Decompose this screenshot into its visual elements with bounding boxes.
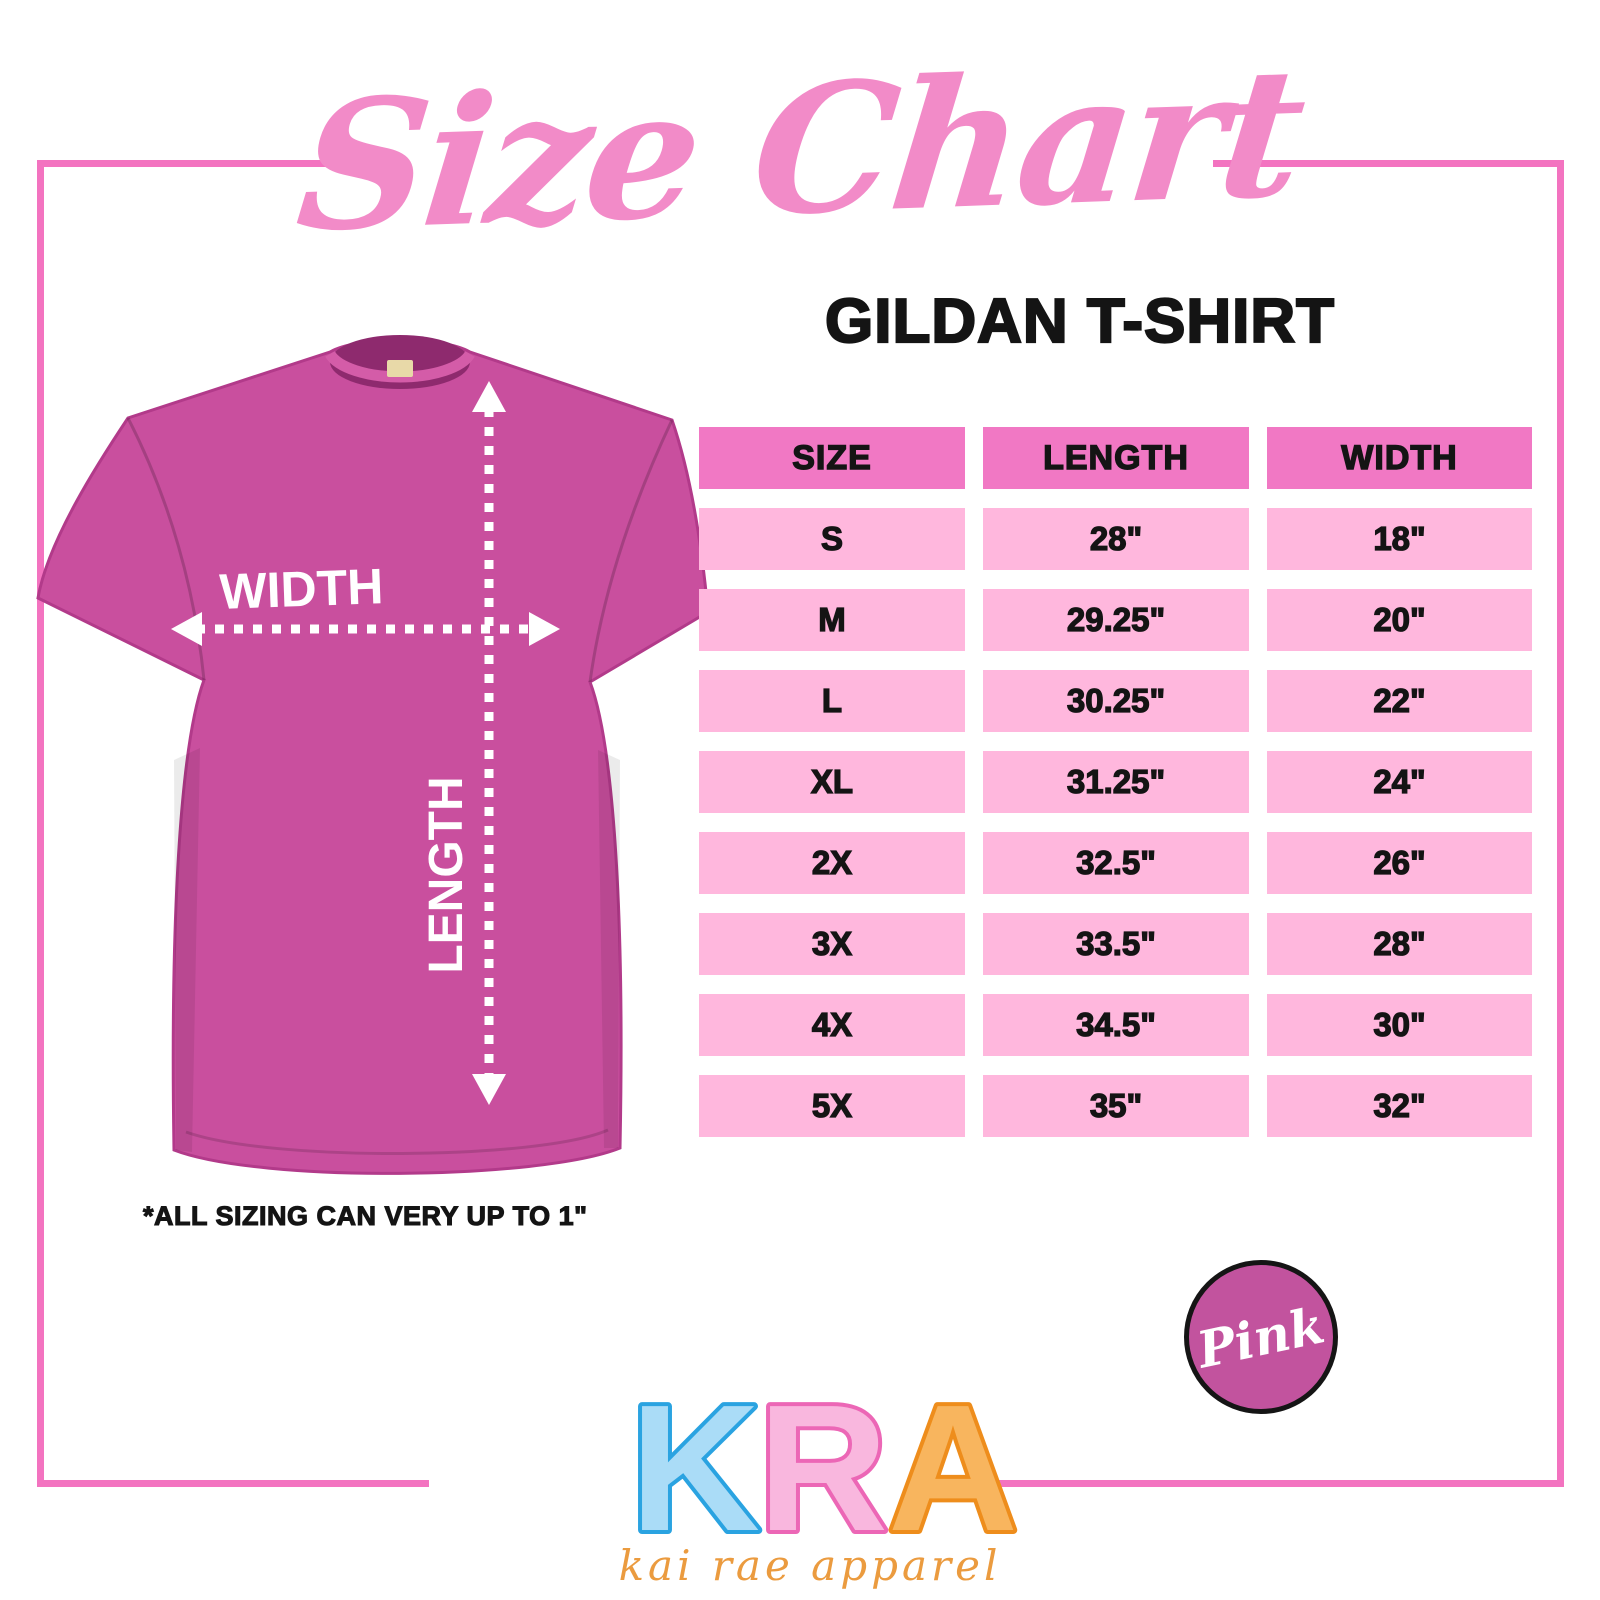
table-row-width: 18" — [1267, 508, 1532, 570]
badge-label: Pink — [1192, 1294, 1330, 1380]
collar-rib — [325, 350, 475, 383]
table-row-width: 26" — [1267, 832, 1532, 894]
length-label: LENGTH — [420, 776, 473, 973]
neck-opening — [330, 335, 470, 389]
color-badge: Pink — [1184, 1260, 1338, 1414]
hem-stitch — [185, 1128, 609, 1156]
table-row-length: 33.5" — [983, 913, 1249, 975]
table-row-size: XL — [699, 751, 965, 813]
table-row-size: 4X — [699, 994, 965, 1056]
width-label: WIDTH — [219, 558, 385, 620]
width-arrow — [171, 612, 560, 646]
table-row-size: S — [699, 508, 965, 570]
frame-left — [37, 160, 44, 1487]
table-row-size: 3X — [699, 913, 965, 975]
sizing-footnote: *ALL SIZING CAN VERY UP TO 1" — [142, 1200, 588, 1231]
table-row-length: 28" — [983, 508, 1249, 570]
size-table: SIZE LENGTH WIDTH S 28" 18" M 29.25" 20"… — [699, 427, 1532, 1137]
product-heading: GILDAN T-SHIRT — [824, 286, 1335, 357]
frame-right — [1557, 160, 1564, 1487]
table-row-width: 32" — [1267, 1075, 1532, 1137]
logo-letter-a: A — [888, 1378, 1018, 1569]
logo-tagline: kai rae apparel — [619, 1541, 1002, 1590]
left-shadow — [174, 748, 200, 1152]
table-row-width: 28" — [1267, 913, 1532, 975]
table-row-size: L — [699, 670, 965, 732]
right-armhole-seam — [588, 419, 674, 683]
frame-bottom-left — [37, 1480, 429, 1487]
table-row-length: 34.5" — [983, 994, 1249, 1056]
table-row-length: 30.25" — [983, 670, 1249, 732]
tshirt-body — [36, 338, 710, 1175]
frame-top-right — [1213, 160, 1564, 167]
table-row-width: 20" — [1267, 589, 1532, 651]
table-row-length: 32.5" — [983, 832, 1249, 894]
length-arrow — [472, 381, 506, 1105]
table-header-width: WIDTH — [1267, 427, 1532, 489]
table-row-length: 35" — [983, 1075, 1249, 1137]
table-row-width: 22" — [1267, 670, 1532, 732]
logo-letter-k: K — [630, 1378, 760, 1569]
table-row-size: M — [699, 589, 965, 651]
table-row-width: 24" — [1267, 751, 1532, 813]
table-header-length: LENGTH — [983, 427, 1249, 489]
table-row-size: 5X — [699, 1075, 965, 1137]
frame-top-left — [37, 160, 389, 167]
brand-logo: K R A kai rae apparel — [619, 1378, 1020, 1590]
table-header-size: SIZE — [699, 427, 965, 489]
table-row-length: 29.25" — [983, 589, 1249, 651]
left-armhole-seam — [126, 417, 206, 681]
table-row-length: 31.25" — [983, 751, 1249, 813]
table-row-size: 2X — [699, 832, 965, 894]
frame-bottom-right — [995, 1480, 1564, 1487]
table-row-width: 30" — [1267, 994, 1532, 1056]
logo-letter-r: R — [758, 1378, 888, 1569]
page-title: Size Chart — [289, 27, 1311, 271]
collar-tag — [387, 360, 413, 377]
right-shadow — [598, 750, 620, 1148]
